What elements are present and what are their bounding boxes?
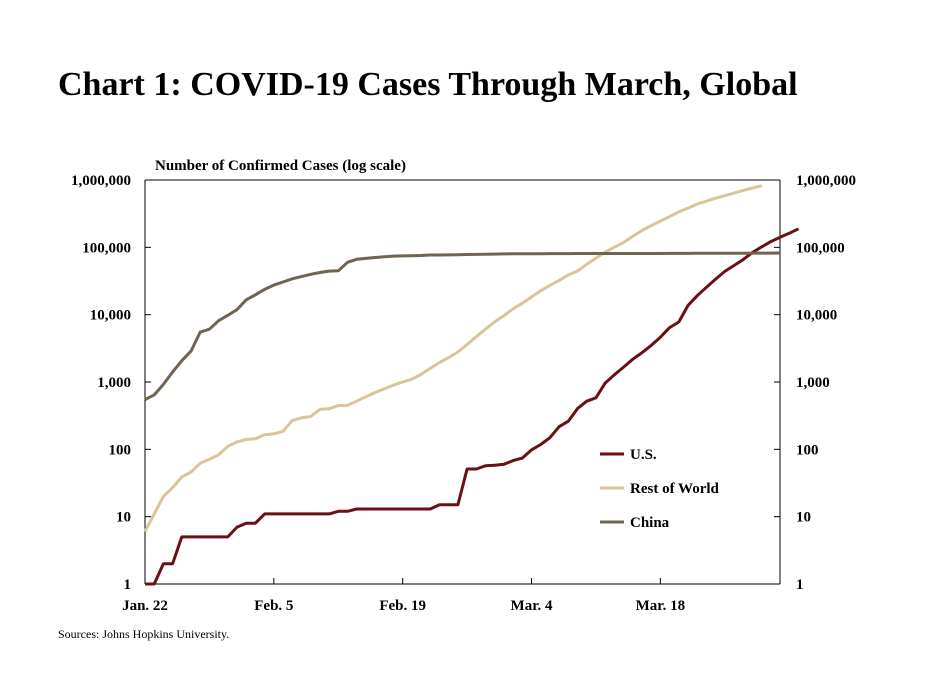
y-tick-label-left: 100 — [109, 442, 132, 458]
y-tick-label-right: 100,000 — [796, 240, 845, 256]
y-tick-label-left: 1,000 — [97, 375, 131, 391]
chart-title: Chart 1: COVID-19 Cases Through March, G… — [58, 66, 798, 103]
series-line-u-s — [145, 227, 800, 586]
x-tick-label: Jan. 22 — [122, 598, 168, 614]
x-tick-label: Feb. 5 — [254, 598, 293, 614]
x-tick-label: Mar. 4 — [511, 598, 553, 614]
y-tick-label-left: 1,000,000 — [71, 173, 131, 189]
legend-label-u-s: U.S. — [630, 447, 657, 463]
y-tick-label-left: 10,000 — [90, 308, 131, 324]
legend-label-china: China — [630, 515, 670, 531]
source-note: Sources: Johns Hopkins University. — [58, 627, 230, 641]
y-tick-label-right: 1 — [796, 577, 804, 593]
y-axis-label: Number of Confirmed Cases (log scale) — [155, 158, 406, 174]
y-tick-label-left: 1 — [124, 577, 132, 593]
x-tick-label: Feb. 19 — [379, 598, 426, 614]
y-tick-label-right: 10 — [796, 510, 811, 526]
series-layer — [143, 184, 800, 586]
legend-label-rest-of-world: Rest of World — [630, 481, 720, 497]
series-line-china — [144, 251, 781, 401]
legend: U.S. Rest of World China — [600, 447, 720, 531]
y-tick-label-right: 10,000 — [796, 308, 837, 324]
y-tick-label-left: 100,000 — [82, 240, 131, 256]
series-line-rest-of-world — [143, 184, 762, 533]
y-tick-label-right: 1,000,000 — [796, 173, 856, 189]
axes: 1 1 10 10 100 100 1,000 1,000 10,000 10,000 100,00… — [71, 173, 856, 614]
y-tick-label-left: 10 — [116, 510, 131, 526]
y-tick-label-right: 1,000 — [796, 375, 830, 391]
y-tick-label-right: 100 — [796, 442, 819, 458]
x-tick-label: Mar. 18 — [636, 598, 685, 614]
